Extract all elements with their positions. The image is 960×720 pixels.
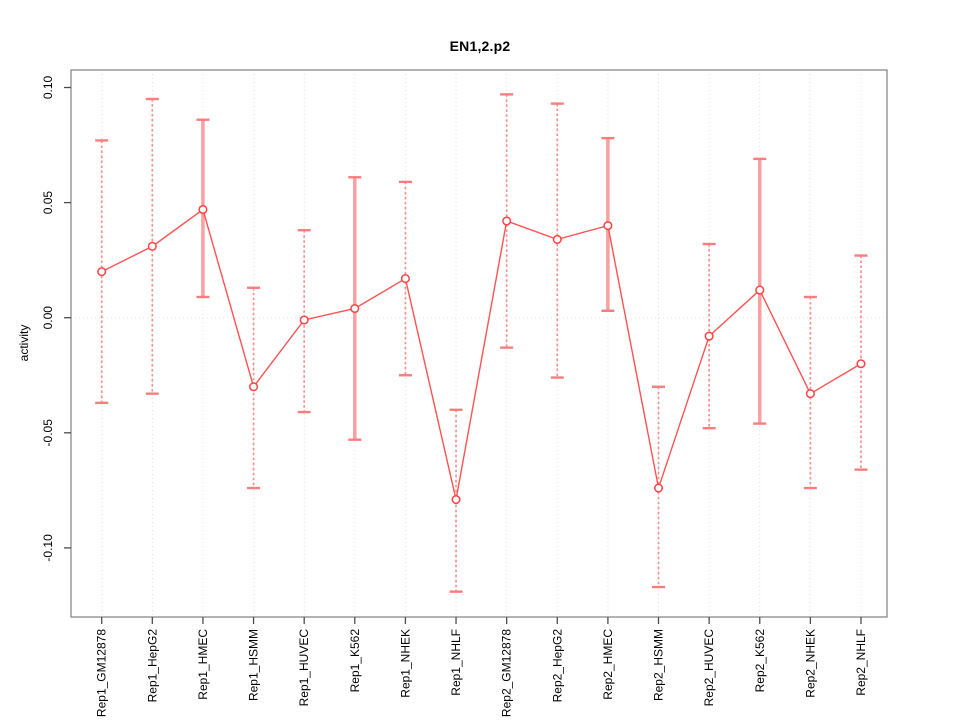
x-tick-label: Rep1_NHLF [449,629,463,696]
y-tick-label: -0.05 [41,419,55,447]
x-tick-label: Rep1_K562 [348,629,362,693]
series-line [101,208,862,500]
data-point [552,234,562,244]
y-tick-label: 0.05 [41,191,55,215]
data-point [147,241,157,251]
x-tick-label: Rep2_NHLF [854,629,868,696]
x-tick-label: Rep1_HMEC [196,629,210,700]
data-point [198,204,208,215]
x-tick-label: Rep1_HSMM [247,629,261,701]
x-tick-label: Rep2_NHEK [803,629,817,698]
x-tick-label: Rep1_HepG2 [145,629,159,703]
x-tick-label: Rep1_GM12878 [95,629,109,717]
y-axis-label: activity [17,325,31,362]
data-point [249,382,259,392]
data-point [755,285,765,295]
data-point [400,274,410,284]
x-tick-label: Rep1_NHEK [398,629,412,698]
x-tick-label: Rep2_HepG2 [550,629,564,703]
data-point [856,359,866,369]
data-point [451,495,461,505]
y-tick-label: 0.00 [41,306,55,330]
data-point [299,315,309,325]
data-point [350,303,360,314]
data-point [805,389,815,399]
data-point [603,221,613,231]
y-tick-label: 0.10 [41,75,55,99]
x-tick-label: Rep1_HUVEC [297,629,311,707]
data-point [704,331,714,341]
x-tick-label: Rep2_HSMM [652,629,666,701]
data-point [97,267,107,277]
chart-title: EN1,2.p2 [449,38,511,54]
data-point [653,483,664,493]
x-tick-label: Rep2_GM12878 [500,629,514,717]
plot-box [70,69,888,618]
x-tick-label: Rep2_K562 [753,629,767,693]
x-tick-label: Rep2_HUVEC [702,629,716,707]
y-tick-label: -0.10 [41,534,55,562]
x-tick-label: Rep2_HMEC [601,629,615,700]
data-point [502,216,512,226]
